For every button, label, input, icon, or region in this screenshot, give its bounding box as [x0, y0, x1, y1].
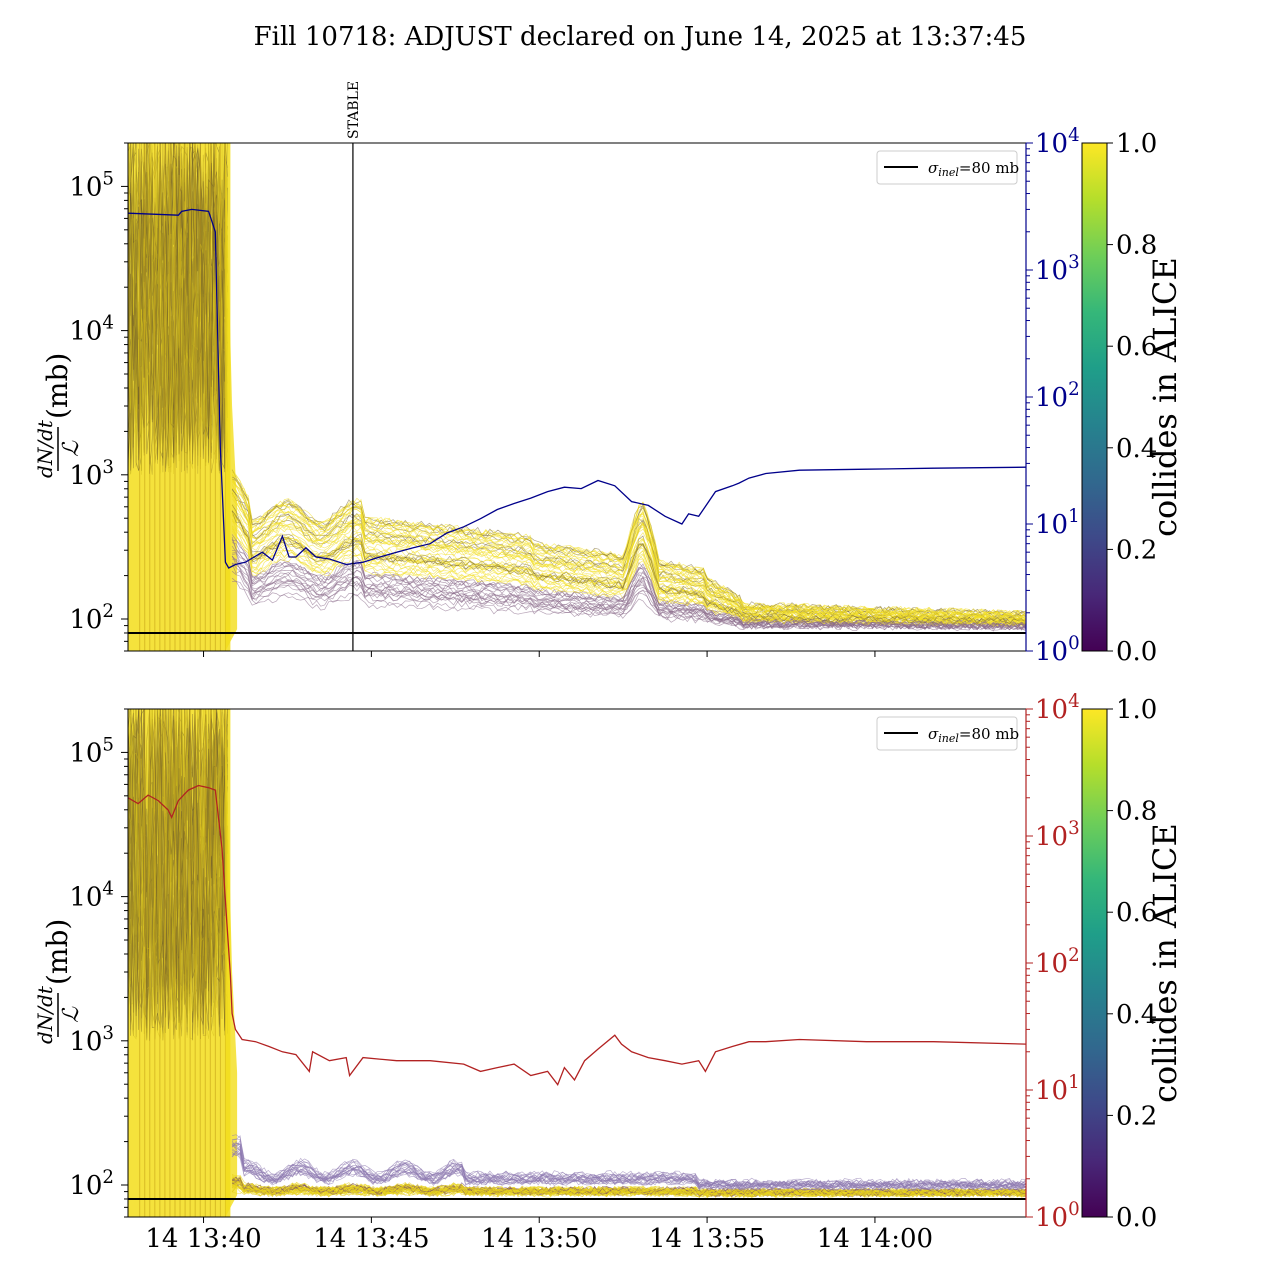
top-right-tick-label: 102: [1035, 379, 1080, 413]
top-spikes: [139, 143, 226, 651]
bottom-legend-label: σinel=80 mb: [928, 725, 1019, 745]
top-colorbar-tick-label: 0.2: [1116, 535, 1157, 565]
top-panel: STABLE 105 104 103 102 dN/dt ℒ (mb) 104 103 102 101…: [33, 81, 1184, 667]
bottom-bundle-line: [232, 1134, 1026, 1187]
top-bundle-line: [231, 477, 1026, 619]
top-low-rate-bundle: [231, 469, 1026, 632]
bottom-left-axis: 105 104 103 102: [69, 708, 128, 1218]
chart-title: Fill 10718: ADJUST declared on June 14, …: [254, 22, 1027, 52]
bottom-bundle-line: [231, 1189, 1026, 1198]
top-left-tick-label: 104: [69, 313, 114, 347]
x-tick-label: 14 13:50: [481, 1224, 597, 1254]
top-colorbar-label: collides in ALICE: [1146, 257, 1184, 537]
bottom-bundle-line: [231, 1182, 1026, 1198]
bottom-right-tick-label: 100: [1035, 1199, 1080, 1233]
bottom-legend-box: [876, 716, 1018, 751]
bottom-plot-area: [128, 709, 1026, 1217]
bottom-colorbar-label: collides in ALICE: [1146, 823, 1184, 1103]
bottom-bundle-line: [231, 1177, 1026, 1196]
top-bundle-line: [231, 471, 1026, 618]
top-legend: σinel=80 mb: [876, 150, 1019, 185]
top-right-axis: 104 103 102 101 100: [1026, 125, 1080, 667]
bottom-y-label-unit: (mb): [41, 919, 74, 985]
bottom-y-axis-label: dN/dt ℒ (mb): [33, 919, 84, 1044]
top-bundle-line: [231, 487, 1026, 622]
bottom-left-tick-label: 102: [69, 1167, 114, 1201]
top-colorbar: 0.0 0.2 0.4 0.6 0.8 1.0 collides in ALICE: [1081, 129, 1184, 667]
bottom-colorbar-tick-label: 0.0: [1116, 1203, 1157, 1233]
top-y-axis-label: dN/dt ℒ (mb): [33, 353, 84, 478]
top-colorbar-tick-label: 1.0: [1116, 129, 1157, 159]
top-left-tick-label: 103: [69, 457, 114, 491]
top-legend-box: [876, 150, 1018, 185]
top-legend-label: σinel=80 mb: [928, 159, 1019, 179]
bottom-colorbar-tick-label: 0.4: [1116, 1000, 1157, 1030]
top-right-tick-label: 104: [1035, 125, 1080, 159]
bottom-drop-fill: [225, 709, 238, 1217]
bottom-bundle-line: [231, 1139, 1026, 1189]
bottom-right-tick-label: 102: [1035, 945, 1080, 979]
bottom-right-tick-label: 101: [1035, 1072, 1080, 1106]
top-drop-fill: [225, 143, 238, 651]
bottom-left-tick-label: 105: [69, 734, 114, 768]
top-bundle-line: [231, 510, 1026, 625]
top-bundle-line: [231, 511, 1026, 626]
bottom-bundle-line: [232, 1143, 1026, 1188]
top-x-axis: [203, 651, 876, 657]
bottom-colorbar: 0.0 0.2 0.4 0.6 0.8 1.0 collides in ALICE: [1081, 695, 1184, 1233]
top-colorbar-tick-label: 0.8: [1116, 231, 1157, 261]
bottom-left-tick-label: 104: [69, 879, 114, 913]
bottom-left-tick-label: 103: [69, 1023, 114, 1057]
top-plot-frame: [127, 142, 1027, 652]
top-bundle-line: [231, 525, 1026, 627]
top-colorbar-tick-label: 0.4: [1116, 434, 1157, 464]
top-right-series-line: [128, 208, 1026, 569]
bottom-low-rate-bundle: [231, 1134, 1026, 1198]
top-left-axis: 105 104 103 102: [69, 142, 128, 652]
bottom-colorbar-tick-label: 1.0: [1116, 695, 1157, 725]
top-colorbar-tick-label: 0.6: [1116, 332, 1157, 362]
top-stable-label: STABLE: [346, 81, 362, 139]
top-bundle-line: [231, 498, 1026, 623]
bottom-panel: 105 104 103 102 dN/dt ℒ (mb) 104 103 102 101 100 σin…: [33, 691, 1184, 1254]
x-tick-label: 14 14:00: [817, 1224, 933, 1254]
top-colorbar-gradient: [1081, 142, 1108, 652]
top-left-tick-label: 102: [69, 601, 114, 635]
bottom-colorbar-gradient: [1081, 708, 1108, 1218]
top-bundle-line: [231, 480, 1026, 620]
top-bundle-line: [231, 528, 1026, 627]
bottom-right-axis: 104 103 102 101 100: [1026, 691, 1080, 1233]
top-bundle-line: [231, 555, 1026, 631]
bottom-colorbar-tick-label: 0.6: [1116, 898, 1157, 928]
x-tick-label: 14 13:45: [313, 1224, 429, 1254]
bottom-colorbar-tick-label: 0.8: [1116, 797, 1157, 827]
bottom-bundle-line: [231, 1152, 1026, 1191]
top-y-label-unit: (mb): [41, 353, 74, 419]
bottom-y-label-denominator: ℒ: [59, 1006, 84, 1023]
x-tick-label: 14 13:40: [145, 1224, 261, 1254]
bottom-colorbar-tick-label: 0.2: [1116, 1101, 1157, 1131]
bottom-right-series-line: [128, 784, 1026, 1087]
top-plot-area: [128, 143, 1026, 651]
top-right-tick-label: 103: [1035, 252, 1080, 286]
bottom-right-tick-label: 104: [1035, 691, 1080, 725]
bottom-bundle-line: [231, 1173, 1026, 1197]
top-y-label-numerator: dN/dt: [33, 419, 57, 478]
bottom-legend: σinel=80 mb: [876, 716, 1019, 751]
bottom-y-label-numerator: dN/dt: [33, 985, 57, 1044]
x-tick-label: 14 13:55: [649, 1224, 765, 1254]
top-right-tick-label: 100: [1035, 633, 1080, 667]
top-colorbar-tick-label: 0.0: [1116, 637, 1157, 667]
top-right-tick-label: 101: [1035, 506, 1080, 540]
bottom-plot-frame: [127, 708, 1027, 1218]
bottom-bundle-line: [232, 1180, 1026, 1196]
bottom-bundle-line: [232, 1175, 1026, 1197]
top-y-label-denominator: ℒ: [59, 440, 84, 457]
bottom-right-tick-label: 103: [1035, 818, 1080, 852]
bottom-x-axis: 14 13:40 14 13:45 14 13:50 14 13:55 14 14:00: [145, 1217, 933, 1254]
top-bundle-line: [231, 570, 1026, 631]
top-left-tick-label: 105: [69, 168, 114, 202]
